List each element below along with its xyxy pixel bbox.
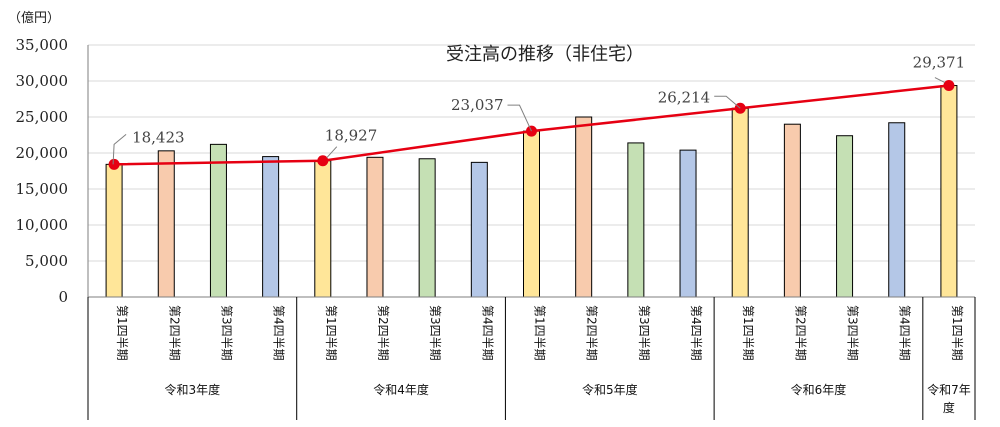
y-tick-label: 15,000 [16,180,69,198]
line-layer: 18,423 18,927 23,037 26,214 29,371 [108,54,966,170]
y-tick-label: 10,000 [16,216,69,234]
data-label: 23,037 [451,96,504,114]
bar [470,161,488,298]
bar [940,85,958,298]
x-tick-label: 第4四半期 [272,305,286,361]
bar [105,163,123,298]
data-label-leader [112,133,127,165]
data-label-leader [507,104,532,132]
trend-point [943,80,955,92]
data-label: 18,927 [325,127,378,145]
bar [418,158,436,298]
x-tick-label: 第1四半期 [950,305,964,361]
bar [575,116,593,298]
x-tick-label: 第3四半期 [637,305,651,361]
bar [783,123,801,298]
group-label: 令和6年度 [791,382,847,397]
x-tick-label: 第3四半期 [428,305,442,361]
y-tick-label: 20,000 [16,144,69,162]
x-tick-label: 第4四半期 [689,305,703,361]
data-label: 29,371 [913,54,966,72]
data-label-leader [714,95,741,109]
chart-unit: （億円） [8,10,60,26]
bar [523,130,540,298]
data-label: 26,214 [658,88,711,106]
bar [262,156,280,298]
x-axis: 第1四半期 第2四半期 第3四半期 第4四半期 第1四半期 第2四半期 第3四半期 第4四半期… [87,296,976,420]
group-label: 令和7年 [927,382,971,397]
bar [836,135,854,298]
y-tick-label: 25,000 [16,108,69,126]
y-tick-label: 0 [58,288,68,306]
trend-point [317,155,329,167]
x-tick-label: 第1四半期 [115,305,129,361]
trend-point [108,158,120,170]
bar [157,150,175,298]
bar [888,122,906,298]
y-tick-label: 5,000 [25,252,68,270]
x-tick-label: 第2四半期 [793,305,807,361]
x-tick-label: 第2四半期 [585,305,599,361]
x-tick-label: 第2四半期 [376,305,390,361]
bar [314,160,332,298]
data-label-leader [934,77,946,83]
y-tick-label: 35,000 [16,36,69,54]
bar [366,156,384,298]
x-tick-label: 第2四半期 [167,305,181,361]
x-tick-label: 第1四半期 [324,305,338,361]
x-tick-label: 第1四半期 [533,305,547,361]
x-tick-label: 第4四半期 [898,305,912,361]
y-axis: 0 5,000 10,000 15,000 20,000 25,000 30,000 35,0… [16,36,89,306]
x-tick-label: 第3四半期 [846,305,860,361]
x-tick-label: 第1四半期 [741,305,755,361]
bar [627,142,645,298]
group-label: 令和5年度 [582,382,638,397]
group-label: 令和3年度 [165,382,221,397]
bar [731,107,749,298]
x-tick-label: 第3四半期 [219,305,233,361]
data-label-leader [326,146,338,159]
bar [679,149,697,298]
group-label: 令和4年度 [373,382,429,397]
y-tick-label: 30,000 [16,72,69,90]
group-label-tail: 度 [943,400,955,415]
chart-title: 受注高の推移（非住宅） [446,44,644,65]
bar [209,143,227,298]
data-label: 18,423 [132,128,185,146]
x-tick-label: 第4四半期 [480,305,494,361]
